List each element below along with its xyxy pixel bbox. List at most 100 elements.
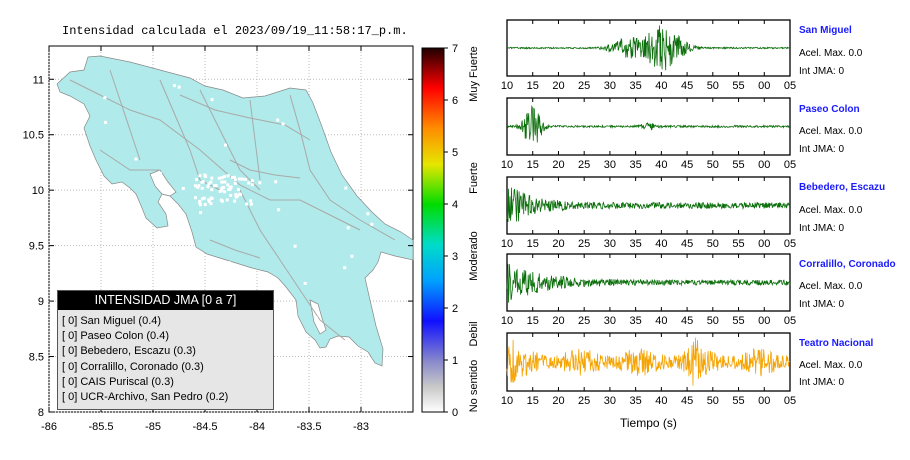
station-marker (228, 187, 232, 191)
legend-item: [ 0] San Miguel (0.4) (62, 315, 162, 327)
station-marker (172, 84, 176, 88)
station-marker (202, 196, 206, 200)
map-tick-label-x: -84.5 (192, 421, 217, 433)
station-marker (212, 184, 216, 188)
station-marker (234, 192, 238, 196)
intensity-legend: INTENSIDAD JMA [0 a 7] [ 0] San Miguel (… (57, 290, 274, 410)
station-marker (223, 180, 227, 184)
map-tick-label-x: -84 (249, 421, 265, 433)
station-marker (327, 124, 331, 128)
station-marker (281, 122, 285, 126)
station-marker (221, 180, 225, 184)
station-marker (226, 183, 230, 187)
station-marker (148, 270, 152, 274)
station-marker (194, 196, 198, 200)
station-marker (303, 281, 307, 285)
legend-item: [ 0] UCR-Archivo, San Pedro (0.2) (62, 391, 229, 404)
station-name: Corralillo, Coronado (799, 259, 896, 270)
station-marker (193, 184, 197, 188)
station-marker (240, 177, 244, 181)
station-marker (194, 178, 198, 182)
station-marker (227, 261, 231, 265)
map-tick-label-x: -85 (145, 421, 161, 433)
legend-list: [ 0] San Miguel (0.4) [ 0] Paseo Colon (… (58, 314, 273, 405)
station-marker (89, 179, 93, 183)
station-int: Int JMA: 0 (799, 144, 845, 155)
station-name: Bebedero, Escazu (799, 182, 886, 193)
station-marker (210, 98, 214, 102)
colorbar-tick-label: 5 (452, 147, 458, 159)
map-title: Intensidad calculada el 2023/09/19_11:58… (62, 24, 408, 38)
station-marker (232, 175, 236, 179)
station-marker (223, 175, 227, 179)
station-marker (210, 188, 214, 192)
station-marker (203, 203, 207, 207)
map-tick-label-x: -83.5 (296, 421, 321, 433)
map-tick-label-x: -83 (353, 421, 369, 433)
station-marker (276, 118, 280, 122)
station-marker (103, 96, 107, 100)
station-marker (233, 181, 237, 185)
station-int: Int JMA: 0 (799, 299, 845, 310)
station-marker (227, 188, 231, 192)
colorbar-ticks: 0 1 2 3 4 5 6 7 (444, 43, 458, 419)
station-acel: Acel. Max. 0.0 (799, 126, 863, 137)
map-axis-ticks: -86 -85.5 -85 -84.5 -84 -83.5 -83 8 8.5 9 9.5 10 10.… (23, 46, 413, 433)
station-marker (238, 192, 242, 196)
station-acel: Acel. Max. 0.0 (799, 281, 863, 292)
station-marker (277, 208, 281, 212)
station-marker (249, 199, 253, 203)
station-acel: Acel. Max. 0.0 (799, 205, 863, 216)
station-marker (201, 197, 205, 201)
station-marker (203, 173, 207, 177)
time-axis-title: Tiempo (s) (620, 416, 677, 430)
legend-item: [ 0] CAIS Puriscal (0.3) (62, 375, 174, 388)
station-marker (238, 177, 242, 181)
colorbar-tick-label: 6 (452, 95, 458, 107)
station-int: Int JMA: 0 (799, 66, 845, 77)
station-marker (198, 201, 202, 205)
station-marker (177, 85, 181, 89)
station-marker (293, 244, 297, 248)
colorbar-tick-label: 3 (452, 251, 458, 263)
station-marker (207, 200, 211, 204)
station-marker (207, 182, 211, 186)
station-marker (223, 143, 227, 147)
station-marker (370, 222, 374, 226)
station-marker (198, 203, 202, 207)
colorbar-labels: No sentido Debil Moderado Fuerte Muy Fuerte (468, 46, 480, 412)
station-marker (158, 171, 162, 175)
station-marker (197, 184, 201, 188)
station-marker (274, 180, 278, 184)
station-marker (233, 178, 237, 182)
station-marker (198, 174, 202, 178)
costa-rica-landmass (56, 55, 414, 367)
station-marker (209, 180, 213, 184)
station-marker (220, 180, 224, 184)
station-marker (214, 184, 218, 188)
station-marker (235, 194, 239, 198)
station-marker (220, 186, 224, 190)
colorbar-intensity-label: Moderado (468, 231, 480, 281)
station-marker (250, 183, 254, 187)
colorbar-intensity-label: Fuerte (468, 162, 480, 194)
station-marker (207, 198, 211, 202)
map-tick-label-y: 10 (32, 185, 44, 197)
station-marker (249, 202, 253, 206)
station-marker (343, 266, 347, 270)
station-marker (200, 186, 204, 190)
station-int: Int JMA: 0 (799, 223, 845, 234)
colorbar-tick-label: 4 (452, 199, 458, 211)
station-marker (314, 316, 318, 320)
station-name: Teatro Nacional (799, 338, 874, 349)
station-marker (213, 270, 217, 274)
station-marker (206, 185, 210, 189)
station-marker (199, 211, 203, 215)
station-marker (220, 199, 224, 203)
colorbar-tick-label: 7 (452, 43, 458, 55)
station-marker (222, 185, 226, 189)
station-marker (350, 254, 354, 258)
station-marker (366, 212, 370, 216)
map-tick-label-y: 11 (33, 74, 44, 86)
station-marker (250, 179, 254, 183)
